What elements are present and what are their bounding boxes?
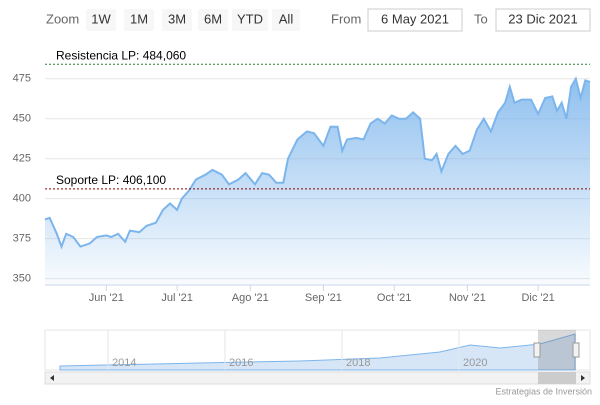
y-tick-label: 350 (13, 273, 31, 285)
plot-line-label: Soporte LP: 406,100 (56, 173, 166, 187)
from-label: From (331, 11, 361, 26)
navigator-selection[interactable] (538, 330, 576, 370)
scrollbar-thumb[interactable] (538, 372, 576, 384)
to-input[interactable] (495, 8, 591, 32)
range-button-label[interactable]: 1M (130, 11, 148, 26)
x-tick-label: Sep '21 (305, 292, 342, 304)
x-tick-label: Nov '21 (449, 292, 486, 304)
area-fill (45, 78, 590, 285)
range-button[interactable] (124, 9, 154, 31)
zoom-label: Zoom (46, 11, 79, 26)
from-input[interactable] (367, 8, 463, 32)
y-tick-label: 375 (13, 233, 31, 245)
line (44, 76, 591, 250)
range-button-label[interactable]: YTD (237, 11, 263, 26)
navigator-label: 2020 (463, 357, 487, 369)
to-value[interactable]: 23 Dic 2021 (508, 11, 577, 26)
y-tick-label: 425 (13, 153, 31, 165)
range-button[interactable] (162, 9, 192, 31)
scrollbar[interactable] (44, 371, 591, 385)
range-button[interactable] (86, 9, 116, 31)
from-value[interactable]: 6 May 2021 (381, 11, 449, 26)
range-button-label[interactable]: 6M (204, 11, 222, 26)
navigator-handle[interactable] (572, 342, 580, 358)
navigator-label: 2018 (346, 357, 370, 369)
navigator-label: 2016 (229, 357, 253, 369)
y-tick-label: 475 (13, 73, 31, 85)
navigator-series (59, 333, 576, 371)
x-tick-label: Jun '21 (89, 292, 124, 304)
x-tick-label: Jul '21 (161, 292, 192, 304)
range-button[interactable] (272, 9, 300, 31)
to-label: To (474, 11, 488, 26)
navigator-handle[interactable] (533, 342, 541, 358)
range-button[interactable] (232, 9, 268, 31)
range-button-label[interactable]: 1W (91, 11, 111, 26)
x-tick-label: Oct '21 (377, 292, 412, 304)
credits: Estrategias de Inversión (495, 386, 592, 396)
plot-line-label: Resistencia LP: 484,060 (56, 48, 186, 62)
range-button-label[interactable]: All (279, 11, 294, 26)
y-tick-label: 450 (13, 113, 31, 125)
x-tick-label: Ago '21 (232, 292, 269, 304)
y-tick-label: 400 (13, 193, 31, 205)
navigator-label: 2014 (112, 357, 136, 369)
range-button-label[interactable]: 3M (168, 11, 186, 26)
x-tick-label: Dic '21 (521, 292, 554, 304)
range-button[interactable] (198, 9, 228, 31)
